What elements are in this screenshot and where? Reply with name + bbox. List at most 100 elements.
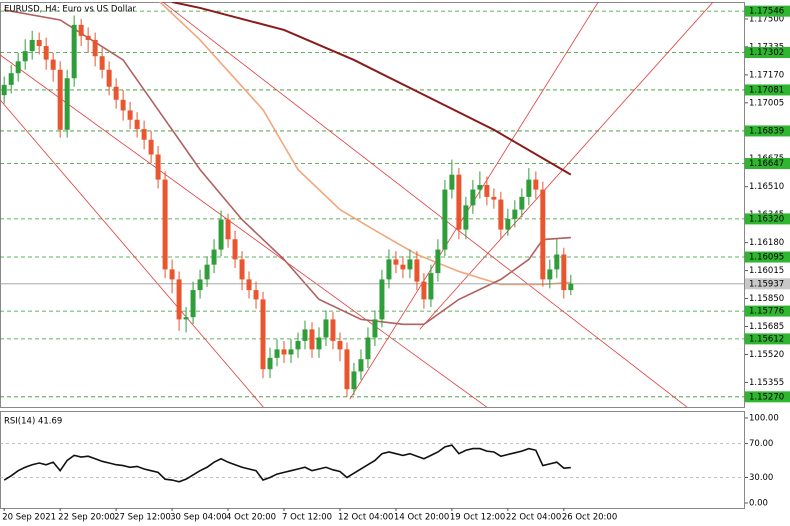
candle-body	[274, 349, 280, 358]
candle-body	[358, 359, 364, 372]
candle-body	[435, 249, 441, 274]
level-label: 1.15776	[749, 307, 784, 317]
x-tick-label: 4 Oct 20:00	[226, 513, 276, 523]
candle-body	[554, 254, 560, 270]
candle-body	[183, 317, 189, 320]
level-label-box	[745, 5, 790, 17]
level-label: 1.17546	[749, 7, 784, 17]
candle-body	[29, 39, 35, 52]
candle-body	[379, 279, 385, 320]
candle-body	[400, 264, 406, 270]
y-tick-label: 1.17005	[749, 98, 784, 108]
trendline	[0, 54, 488, 407]
candle-body	[176, 279, 182, 320]
candle-body	[414, 259, 420, 282]
candle-body	[547, 269, 553, 280]
candle-body	[498, 199, 504, 230]
candle-body	[533, 179, 539, 190]
candle-body	[190, 290, 196, 318]
candle-body	[8, 73, 14, 85]
candle-body	[519, 196, 525, 210]
candle-body	[512, 209, 518, 219]
x-tick-label: 30 Sep 04:00	[170, 513, 227, 523]
y-tick-label: 1.16510	[749, 182, 784, 192]
chart-title: EURUSD, H4: Euro vs US Dollar	[4, 5, 137, 15]
level-label: 1.16320	[749, 214, 784, 224]
candle-body	[22, 51, 28, 62]
candle-body	[463, 205, 469, 230]
x-tick-label: 19 Oct 12:00	[450, 513, 505, 523]
x-tick-label: 26 Oct 20:00	[562, 513, 617, 523]
candle-body	[288, 349, 294, 355]
level-label: 1.16647	[749, 159, 784, 169]
y-tick-label: 1.15355	[749, 378, 784, 388]
rsi-tick-label: 0.00	[749, 498, 768, 508]
candle-body	[204, 264, 210, 280]
level-label: 1.16839	[749, 126, 784, 136]
moving-average	[158, 2, 571, 286]
y-tick-label: 1.15850	[749, 294, 784, 304]
candle-body	[120, 99, 126, 111]
candle-body	[71, 24, 77, 79]
candle-body	[302, 329, 308, 341]
candle-body	[253, 290, 259, 300]
trendline	[0, 99, 264, 407]
candle-body	[505, 218, 511, 230]
rsi-line	[3, 444, 571, 483]
level-label-box	[745, 251, 790, 263]
y-tick-label: 1.15520	[749, 350, 784, 360]
candle-body	[540, 189, 546, 280]
level-label-box	[745, 157, 790, 169]
level-label: 1.15612	[749, 334, 784, 344]
candle-body	[197, 279, 203, 291]
rsi-plot	[0, 443, 745, 483]
candle-body	[323, 319, 329, 338]
x-tick-label: 14 Oct 20:00	[394, 513, 449, 523]
candle-body	[260, 299, 266, 370]
y-tick-label: 1.16015	[749, 266, 784, 276]
candle-body	[309, 329, 315, 350]
y-tick-label: 1.15685	[749, 322, 784, 332]
candle-body	[106, 69, 112, 87]
candle-body	[134, 119, 140, 130]
candle-body	[568, 283, 574, 291]
moving-average	[4, 9, 571, 326]
candle-body	[127, 110, 133, 120]
candle-body	[337, 340, 343, 350]
x-tick-label: 20 Sep 2021	[2, 513, 56, 523]
candle-body	[407, 259, 413, 270]
x-tick-label: 27 Sep 12:00	[114, 513, 171, 523]
y-tick-label: 1.16180	[749, 238, 784, 248]
candle-body	[351, 371, 357, 390]
candle-body	[456, 174, 462, 230]
level-label: 1.16095	[749, 253, 784, 263]
level-label: 1.15270	[749, 392, 784, 402]
candle-body	[281, 349, 287, 355]
candle-body	[449, 174, 455, 190]
y-tick-label: 1.17500	[749, 14, 784, 24]
candle-body	[57, 69, 63, 130]
candle-body	[365, 337, 371, 360]
rsi-tick-label: 70.00	[749, 439, 773, 449]
candle-body	[316, 337, 322, 350]
rsi-title: RSI(14) 41.69	[4, 417, 62, 427]
candle-body	[470, 189, 476, 206]
main-pane	[0, 2, 745, 408]
candle-body	[246, 279, 252, 291]
candle-body	[344, 349, 350, 390]
level-label-box	[745, 46, 790, 58]
candle-body	[239, 259, 245, 280]
x-tick-label: 12 Oct 04:00	[338, 513, 393, 523]
x-tick-label: 7 Oct 12:00	[282, 513, 332, 523]
level-label-box	[745, 333, 790, 345]
candle-body	[477, 185, 483, 190]
rsi-pane	[0, 411, 745, 509]
current-price-box	[745, 278, 790, 290]
candle-body	[78, 24, 84, 36]
candle-body	[15, 61, 21, 74]
candle-body	[526, 179, 532, 197]
level-label-box	[745, 213, 790, 225]
candle-body	[330, 319, 336, 341]
level-label: 1.17302	[749, 48, 784, 58]
